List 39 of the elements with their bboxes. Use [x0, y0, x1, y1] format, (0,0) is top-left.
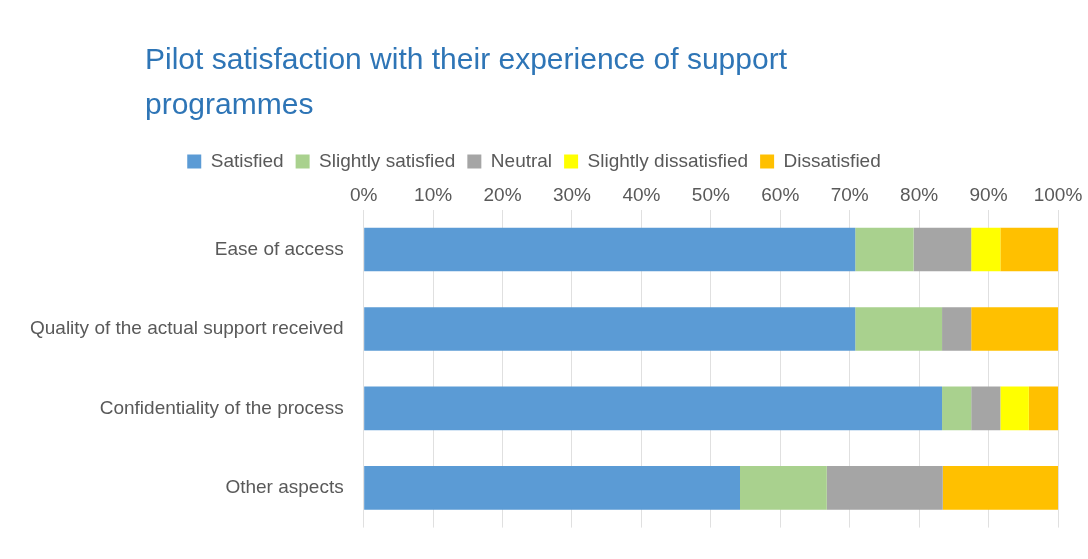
x-tick-label: 90% [969, 183, 1008, 205]
bar [942, 307, 972, 351]
y-tick-label: Quality of the actual support received [29, 317, 344, 339]
bar [364, 307, 856, 351]
x-tick-label: 50% [691, 183, 730, 205]
bar [364, 386, 943, 431]
bar [364, 227, 856, 272]
x-tick-label: 30% [552, 183, 592, 205]
x-tick-label: 40% [622, 183, 661, 205]
chart-title: Pilot satisfaction with their experience of support programmes [145, 41, 788, 122]
bar [942, 386, 972, 431]
x-tick-label: 10% [414, 183, 453, 205]
x-tick-label: 60% [761, 183, 800, 205]
bar [913, 227, 972, 272]
legend-label: Satisfied [210, 149, 284, 171]
bar [826, 466, 943, 510]
bar [855, 307, 943, 351]
bar [740, 466, 827, 510]
legend-label: Dissatisfied [783, 149, 881, 171]
bar [1028, 386, 1058, 431]
y-tick-label: Ease of access [214, 237, 344, 259]
bar [1000, 386, 1029, 431]
legend-label: Neutral [490, 149, 553, 171]
x-tick-label: 70% [830, 183, 869, 205]
bar [942, 466, 1058, 510]
bar [364, 466, 740, 510]
bar [971, 386, 1001, 431]
bar [971, 227, 1001, 272]
y-tick-label: Other aspects [225, 476, 344, 498]
x-tick-label: 0% [349, 183, 378, 205]
legend-label: Slightly satisfied [319, 149, 456, 171]
bar [1000, 227, 1058, 272]
legend-label: Slightly dissatisfied [587, 149, 749, 171]
x-tick-label: 100% [1033, 183, 1083, 205]
x-tick-label: 80% [900, 183, 939, 205]
bar [971, 307, 1058, 351]
bar [855, 227, 914, 272]
y-tick-label: Confidentiality of the process [99, 396, 344, 418]
x-tick-label: 20% [483, 183, 522, 205]
